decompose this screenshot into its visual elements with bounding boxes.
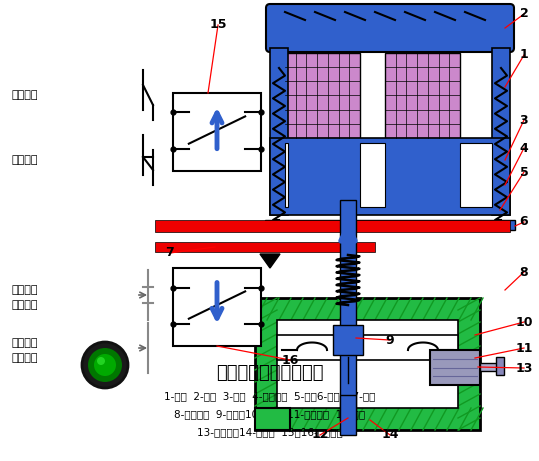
Text: 瞬动常开: 瞬动常开 — [12, 90, 38, 100]
Text: 延时闭合: 延时闭合 — [12, 353, 38, 363]
Text: 12: 12 — [311, 429, 329, 442]
Text: 14: 14 — [381, 429, 399, 442]
Bar — [430, 350, 480, 385]
Text: 15: 15 — [209, 18, 227, 31]
Text: 13-调节螺杆14-进气孔  15、16-微动开关: 13-调节螺杆14-进气孔 15、16-微动开关 — [197, 427, 342, 437]
Text: 3: 3 — [520, 113, 528, 126]
Text: 10: 10 — [515, 315, 533, 329]
Circle shape — [88, 348, 122, 382]
Bar — [460, 143, 492, 207]
Text: 1-线圈  2-铁心  3-衔铁  4-反力弹簧  5-推板6-活塞杆  7-杠杆: 1-线圈 2-铁心 3-衔铁 4-反力弹簧 5-推板6-活塞杆 7-杠杆 — [164, 391, 375, 401]
Bar — [385, 53, 460, 138]
Circle shape — [82, 342, 128, 388]
Bar — [480, 364, 500, 372]
Bar — [277, 335, 458, 360]
Text: 1: 1 — [520, 48, 528, 61]
Bar — [270, 48, 288, 215]
Text: 延时断开: 延时断开 — [12, 300, 38, 310]
Text: 7: 7 — [165, 247, 175, 260]
Bar — [277, 320, 458, 408]
Bar — [155, 242, 375, 252]
Text: 2: 2 — [520, 7, 528, 20]
Bar — [155, 220, 510, 232]
Circle shape — [94, 354, 116, 376]
Text: 8-塔形弹簧  9-弱弹簧10-橡皮膜  11-空气室壁  12-活塞: 8-塔形弹簧 9-弱弹簧10-橡皮膜 11-空气室壁 12-活塞 — [174, 409, 365, 419]
Text: 6: 6 — [520, 215, 528, 229]
Bar — [173, 268, 261, 346]
Text: 常闭触头: 常闭触头 — [12, 285, 38, 295]
Text: 13: 13 — [515, 361, 533, 374]
Bar — [340, 200, 356, 420]
Text: 5: 5 — [520, 165, 528, 178]
Bar — [496, 357, 504, 376]
Circle shape — [97, 357, 105, 365]
Bar — [255, 408, 290, 430]
Bar — [360, 143, 385, 207]
Text: 9: 9 — [386, 333, 395, 347]
Text: 瞬动常闭: 瞬动常闭 — [12, 155, 38, 165]
Text: 11: 11 — [515, 342, 533, 355]
Text: 4: 4 — [520, 142, 528, 154]
Bar — [492, 48, 510, 215]
Polygon shape — [260, 254, 280, 268]
Text: 16: 16 — [281, 354, 299, 366]
Bar — [340, 395, 356, 435]
Text: 通电延时型时间继电器: 通电延时型时间继电器 — [216, 364, 323, 382]
Bar — [270, 138, 510, 215]
Bar — [285, 143, 288, 207]
Text: 8: 8 — [520, 266, 528, 278]
Bar — [285, 53, 360, 138]
Bar — [173, 93, 261, 171]
Bar — [255, 298, 480, 430]
FancyBboxPatch shape — [266, 4, 514, 52]
Text: 常开触头: 常开触头 — [12, 338, 38, 348]
Bar — [333, 325, 363, 355]
Bar — [265, 220, 515, 230]
